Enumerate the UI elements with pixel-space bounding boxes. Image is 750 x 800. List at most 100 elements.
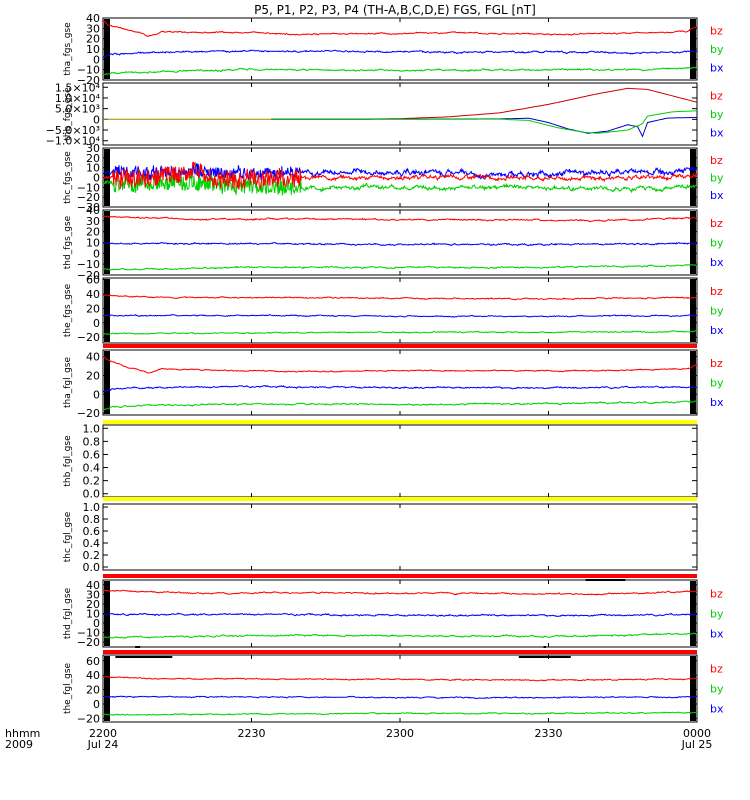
panel-frame (102, 424, 698, 498)
x-tick-date-label: Jul 24 (87, 738, 119, 751)
y-tick-label: 0.6 (83, 448, 101, 461)
y-axis-label: thb_fgl_gse (63, 435, 73, 487)
legend-bz: bz (710, 357, 723, 370)
x-tick-label: 2230 (238, 727, 266, 740)
legend-by: by (710, 237, 724, 250)
y-tick-label: 0 (93, 53, 100, 66)
y-tick-label: 10 (86, 162, 100, 175)
axis-row-label-hhmm: hhmm (5, 727, 40, 740)
legend-by: by (710, 43, 724, 56)
x-tick-label: 0000 (683, 727, 711, 740)
y-tick-label: 0.0 (83, 488, 101, 501)
y-tick-label: 0.8 (83, 435, 101, 448)
y-tick-label: −1.0×10⁴ (46, 135, 101, 148)
series-by-line (103, 329, 697, 335)
x-tick-label: 2200 (89, 727, 117, 740)
legend-by: by (710, 305, 724, 318)
y-axis-label: the_fgl_gse (63, 662, 73, 714)
panel-frame (102, 349, 698, 416)
y-tick-label: −10 (77, 258, 100, 271)
x-tick-date-label: Jul 25 (681, 738, 713, 751)
legend-by: by (710, 377, 724, 390)
y-tick-label: 60 (86, 655, 100, 668)
availability-bar-red (103, 344, 697, 348)
y-tick-label: 0.4 (83, 462, 101, 475)
series-bx-line (103, 314, 697, 318)
series-by-line (103, 174, 697, 196)
series-by-line (103, 632, 697, 639)
series-bx-line (103, 695, 697, 700)
y-tick-label: 30 (86, 22, 100, 35)
series-group (103, 161, 697, 196)
edge-bar-left (104, 351, 110, 414)
series-by-line (271, 110, 697, 134)
y-tick-label: 0.2 (83, 549, 101, 562)
axis-row-label-year: 2009 (5, 738, 33, 751)
y-axis-label: thd_fgl_gse (63, 587, 73, 639)
panel-thc_fgl_gse: 1.00.80.60.40.20.0 thc_fgl_gse (63, 501, 698, 574)
y-tick-label: 0 (93, 698, 100, 711)
series-bx-line (103, 384, 697, 393)
series-group (103, 589, 697, 639)
availability-bar-yellow (103, 497, 697, 501)
series-group (103, 215, 697, 271)
y-tick-label: 0.4 (83, 537, 101, 550)
y-tick-label: 0.6 (83, 525, 101, 538)
legend-by: by (710, 172, 724, 185)
panel-thb_fgs_gse: 1.5×10⁴1.0×10⁴5.0×10³0−5.0×10³−1.0×10⁴th… (46, 81, 724, 147)
edge-bar-right (690, 279, 696, 342)
series-group (103, 356, 697, 411)
series-by-line (103, 400, 697, 411)
y-tick-label: −10 (77, 181, 100, 194)
y-tick-label: 30 (86, 142, 100, 155)
y-tick-label: 5.0×10³ (55, 103, 100, 116)
y-tick-label: 10 (86, 237, 100, 250)
legend-bx: bx (710, 396, 724, 409)
y-tick-label: 1.0×10⁴ (55, 92, 101, 105)
x-tick-label: 2300 (386, 727, 414, 740)
series-bz-line (103, 161, 697, 190)
legend-bz: bz (710, 89, 723, 102)
series-by-line (103, 711, 697, 716)
y-tick-label: 0 (93, 317, 100, 330)
y-tick-label: 30 (86, 215, 100, 228)
gap-marker (543, 646, 547, 648)
y-tick-label: 0 (93, 113, 100, 126)
legend-bx: bx (710, 256, 724, 269)
x-tick-label: 2330 (535, 727, 563, 740)
legend-by: by (710, 683, 724, 696)
y-tick-label: 0 (93, 247, 100, 260)
y-tick-label: 10 (86, 608, 100, 621)
y-tick-label: 40 (86, 669, 100, 682)
legend-bz: bz (710, 285, 723, 298)
y-tick-label: 40 (86, 12, 100, 25)
y-tick-label: −5.0×10³ (46, 124, 100, 137)
y-tick-label: 0.0 (83, 561, 101, 574)
series-bx-line (103, 163, 697, 183)
y-tick-label: 1.0 (83, 501, 101, 514)
series-group (103, 675, 697, 716)
series-bz-line (103, 356, 697, 374)
legend-bx: bx (710, 628, 724, 641)
series-group (103, 87, 697, 138)
series-group (103, 19, 697, 76)
availability-bar-red (103, 650, 697, 654)
legend-by: by (710, 608, 724, 621)
legend-bx: bx (710, 189, 724, 202)
y-tick-label: −20 (77, 74, 100, 87)
availability-bar-yellow (103, 420, 697, 424)
edge-bar-left (104, 656, 110, 721)
legend-bz: bz (710, 662, 723, 675)
gap-marker (135, 646, 141, 648)
y-tick-label: 20 (86, 33, 100, 46)
legend-bx: bx (710, 324, 724, 337)
y-tick-label: 20 (86, 152, 100, 165)
y-tick-label: −20 (77, 269, 100, 282)
y-tick-label: 40 (86, 288, 100, 301)
y-tick-label: −10 (77, 627, 100, 640)
series-bz-line (103, 294, 697, 301)
